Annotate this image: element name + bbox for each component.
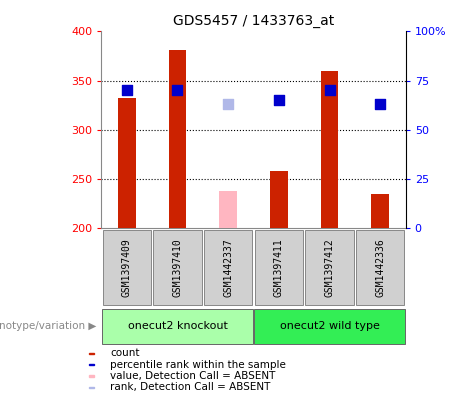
Text: genotype/variation ▶: genotype/variation ▶ bbox=[0, 321, 97, 331]
Bar bbox=[321, 71, 338, 228]
Text: GSM1442337: GSM1442337 bbox=[223, 238, 233, 297]
Bar bbox=[169, 50, 186, 228]
Bar bbox=[255, 230, 303, 305]
Point bbox=[377, 101, 384, 107]
Text: onecut2 knockout: onecut2 knockout bbox=[128, 321, 227, 331]
Bar bbox=[118, 98, 136, 228]
Bar bbox=[204, 230, 252, 305]
Bar bbox=[154, 230, 201, 305]
Bar bbox=[254, 309, 405, 344]
Text: onecut2 wild type: onecut2 wild type bbox=[280, 321, 379, 331]
Bar bbox=[103, 230, 151, 305]
Bar bbox=[270, 171, 288, 228]
Point bbox=[123, 87, 130, 94]
Text: GSM1397412: GSM1397412 bbox=[325, 238, 335, 297]
Text: GSM1397409: GSM1397409 bbox=[122, 238, 132, 297]
Text: GSM1397410: GSM1397410 bbox=[172, 238, 183, 297]
Bar bbox=[89, 364, 94, 365]
Point bbox=[174, 87, 181, 94]
Bar bbox=[306, 230, 354, 305]
Bar bbox=[89, 387, 94, 388]
Bar bbox=[356, 230, 404, 305]
Point bbox=[275, 97, 283, 103]
Bar bbox=[89, 353, 94, 354]
Text: rank, Detection Call = ABSENT: rank, Detection Call = ABSENT bbox=[110, 382, 270, 392]
Point bbox=[326, 87, 333, 94]
Title: GDS5457 / 1433763_at: GDS5457 / 1433763_at bbox=[173, 14, 334, 28]
Bar bbox=[89, 375, 94, 376]
Bar bbox=[219, 191, 237, 228]
Bar bbox=[102, 309, 253, 344]
Text: GSM1442336: GSM1442336 bbox=[375, 238, 385, 297]
Point bbox=[225, 101, 232, 107]
Text: percentile rank within the sample: percentile rank within the sample bbox=[110, 360, 286, 370]
Text: GSM1397411: GSM1397411 bbox=[274, 238, 284, 297]
Text: value, Detection Call = ABSENT: value, Detection Call = ABSENT bbox=[110, 371, 275, 381]
Bar bbox=[372, 193, 389, 228]
Text: count: count bbox=[110, 349, 139, 358]
